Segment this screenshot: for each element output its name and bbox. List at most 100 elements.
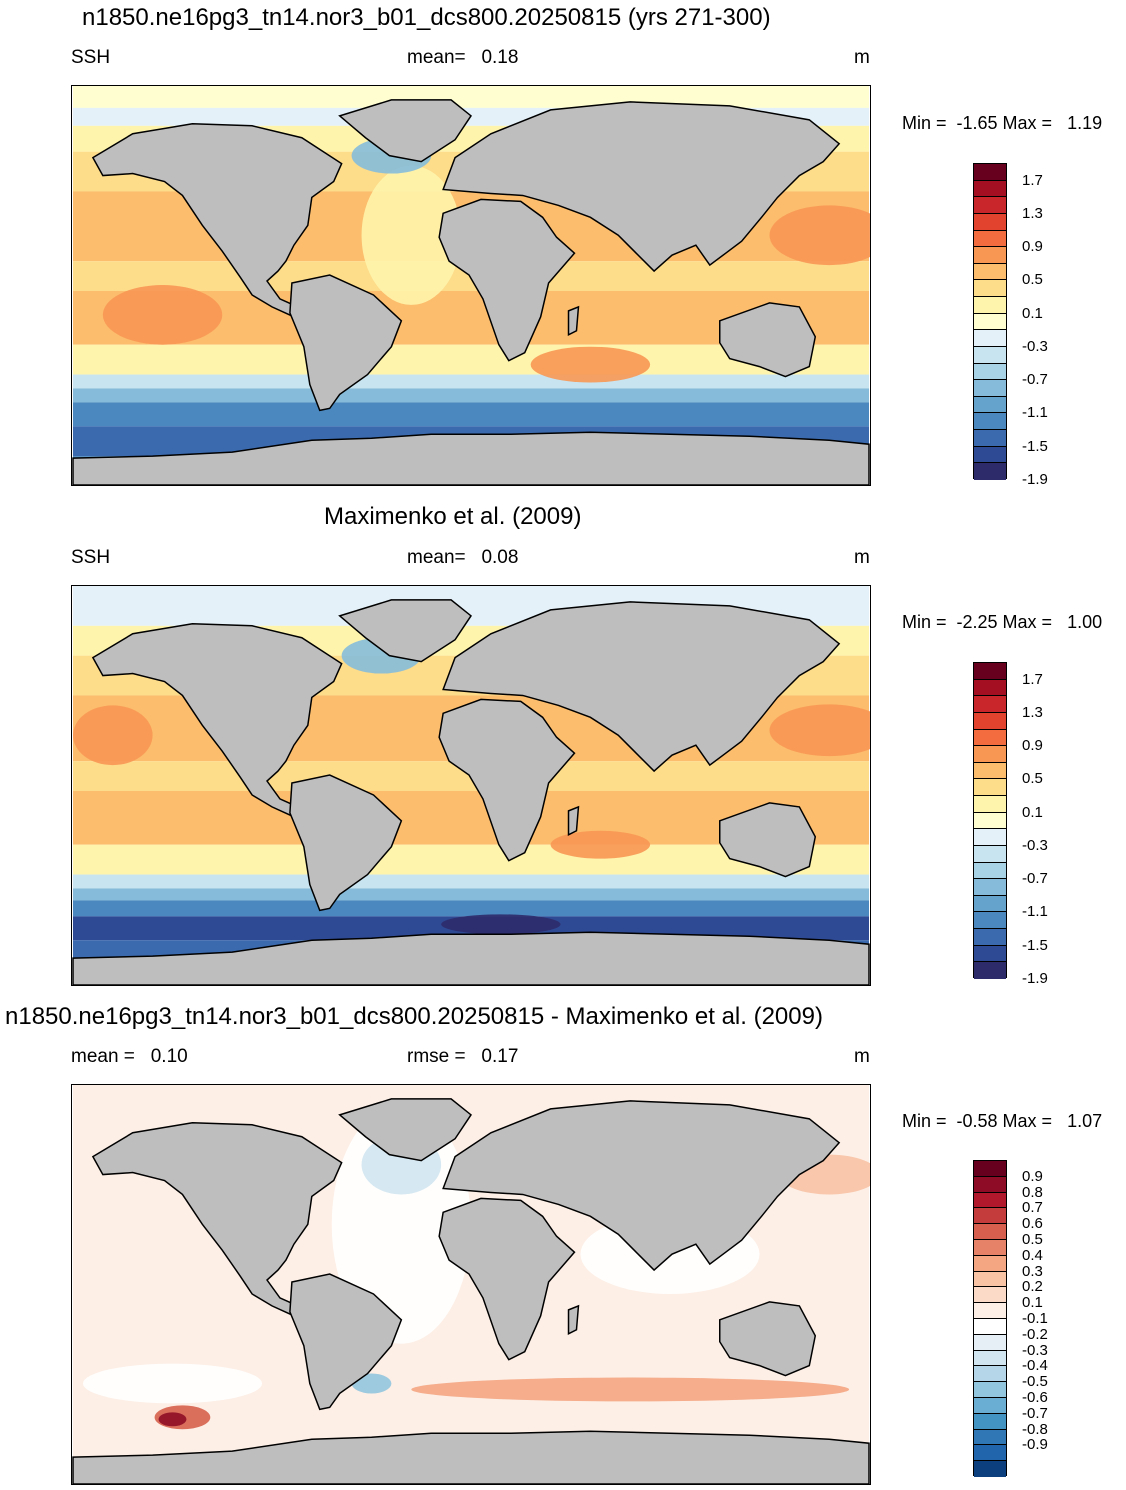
colorbar-swatch <box>974 1161 1006 1177</box>
colorbar-swatch <box>974 1413 1006 1430</box>
colorbar-swatch <box>974 164 1006 181</box>
continent-eurasia <box>442 1100 841 1272</box>
panel2-variable-label: SSH <box>71 547 111 568</box>
world-map-svg <box>72 1085 870 1484</box>
colorbar-swatch <box>974 1255 1006 1272</box>
colorbar-tick-label: 1.7 <box>1022 171 1043 189</box>
colorbar-tick-label: -0.7 <box>1022 870 1048 888</box>
panel1-units-label: m <box>854 47 870 68</box>
colorbar-tick-label: -1.1 <box>1022 903 1048 921</box>
colorbar-tick-label: -0.5 <box>1022 1373 1048 1391</box>
ssh-contour-band <box>72 900 870 917</box>
colorbar-swatch <box>974 263 1006 281</box>
colorbar-swatch <box>974 280 1006 297</box>
colorbar-swatch <box>974 862 1006 880</box>
colorbar-tick-label: -1.1 <box>1022 404 1048 422</box>
colorbar-tick-label: 0.9 <box>1022 737 1043 755</box>
colorbar-swatch <box>974 413 1006 430</box>
colorbar-swatch <box>974 230 1006 248</box>
continent-north-america <box>91 623 343 818</box>
colorbar-swatch <box>974 829 1006 846</box>
ssh-contour-band <box>72 86 870 108</box>
colorbar-tick-label: -0.1 <box>1022 1310 1048 1327</box>
continent-south-america <box>289 774 403 912</box>
ssh-anomaly-patch <box>82 1363 263 1404</box>
continent-greenland <box>338 1098 473 1162</box>
colorbar-tick-label: 1.7 <box>1022 670 1043 688</box>
continent-australia <box>719 802 817 878</box>
colorbar-swatch <box>974 1271 1006 1288</box>
world-map-svg <box>72 86 870 485</box>
world-map-svg <box>72 586 870 985</box>
colorbar-swatch <box>974 845 1006 863</box>
panel2-units-label: m <box>854 547 870 568</box>
continent-africa <box>438 698 576 862</box>
ssh-contour-band <box>72 402 870 427</box>
colorbar-swatch <box>974 1334 1006 1351</box>
colorbar-swatch <box>974 796 1006 813</box>
continent-madagascar <box>567 1304 580 1335</box>
colorbar-swatch <box>974 912 1006 929</box>
colorbar-tick-label: -0.2 <box>1022 1325 1048 1343</box>
colorbar-swatch <box>974 446 1006 464</box>
panel1-title: n1850.ne16pg3_tn14.nor3_b01_dcs800.20250… <box>82 4 771 31</box>
colorbar-swatch <box>974 779 1006 796</box>
colorbar-tick-label: 1.3 <box>1022 204 1043 222</box>
continent-antarctica <box>72 1430 870 1484</box>
panel3-map <box>71 1084 871 1485</box>
colorbar-swatch <box>974 1192 1006 1209</box>
colorbar-tick-label: 0.7 <box>1022 1199 1043 1217</box>
colorbar-tick-label: -0.7 <box>1022 1404 1048 1422</box>
panel1-colorbar <box>973 163 1007 480</box>
colorbar-swatch <box>974 247 1006 264</box>
colorbar-swatch <box>974 1445 1006 1462</box>
colorbar-swatch <box>974 729 1006 747</box>
panel2-title: Maximenko et al. (2009) <box>324 503 582 530</box>
ssh-anomaly-patch <box>769 704 870 757</box>
panel3-minmax-label: Min = -0.58 Max = 1.07 <box>902 1111 1103 1131</box>
continent-australia <box>719 1301 817 1377</box>
colorbar-tick-label: -1.5 <box>1022 437 1048 455</box>
colorbar-swatch <box>974 1397 1006 1414</box>
ssh-anomaly-patch <box>411 1377 850 1402</box>
colorbar-swatch <box>974 297 1006 314</box>
continent-madagascar <box>567 305 580 336</box>
panel1-minmax-label: Min = -1.65 Max = 1.19 <box>902 113 1103 133</box>
colorbar-tick-label: -0.6 <box>1022 1389 1048 1406</box>
colorbar-tick-label: 0.6 <box>1022 1215 1043 1233</box>
land-layer <box>72 599 870 985</box>
continent-antarctica <box>72 931 870 985</box>
panel2-colorbar <box>973 662 1007 979</box>
colorbar-tick-label: 0.1 <box>1022 1294 1043 1312</box>
colorbar-swatch <box>974 962 1006 979</box>
ssh-contour-band <box>72 388 870 403</box>
colorbar-swatch <box>974 1287 1006 1304</box>
colorbar-swatch <box>974 1461 1006 1477</box>
ssh-anomaly-patch <box>158 1412 187 1427</box>
colorbar-tick-label: -1.9 <box>1022 970 1048 987</box>
colorbar-tick-label: -0.3 <box>1022 337 1048 355</box>
colorbar-swatch <box>974 1239 1006 1256</box>
ssh-anomaly-patch <box>102 285 223 345</box>
continent-greenland <box>338 99 473 163</box>
colorbar-swatch <box>974 313 1006 331</box>
colorbar-tick-label: 0.5 <box>1022 770 1043 788</box>
colorbar-tick-label: -0.4 <box>1022 1357 1048 1375</box>
panel1-map <box>71 85 871 486</box>
colorbar-swatch <box>974 396 1006 414</box>
panel2-mean-label: mean= 0.08 <box>407 547 519 568</box>
ssh-anomaly-patch <box>769 205 870 266</box>
colorbar-swatch <box>974 1224 1006 1240</box>
colorbar-tick-label: -1.5 <box>1022 936 1048 954</box>
continent-north-america <box>91 1122 343 1317</box>
panel3-mean-label: mean = 0.10 <box>71 1046 188 1067</box>
colorbar-swatch <box>974 463 1006 480</box>
ssh-contour-band <box>72 374 870 389</box>
colorbar-tick-label: 0.9 <box>1022 1167 1043 1185</box>
panel1-mean-label: mean= 0.18 <box>407 47 519 68</box>
colorbar-swatch <box>974 746 1006 763</box>
continent-south-america <box>289 274 403 412</box>
colorbar-tick-label: -0.7 <box>1022 371 1048 389</box>
continent-south-america <box>289 1273 403 1411</box>
colorbar-swatch <box>974 663 1006 680</box>
